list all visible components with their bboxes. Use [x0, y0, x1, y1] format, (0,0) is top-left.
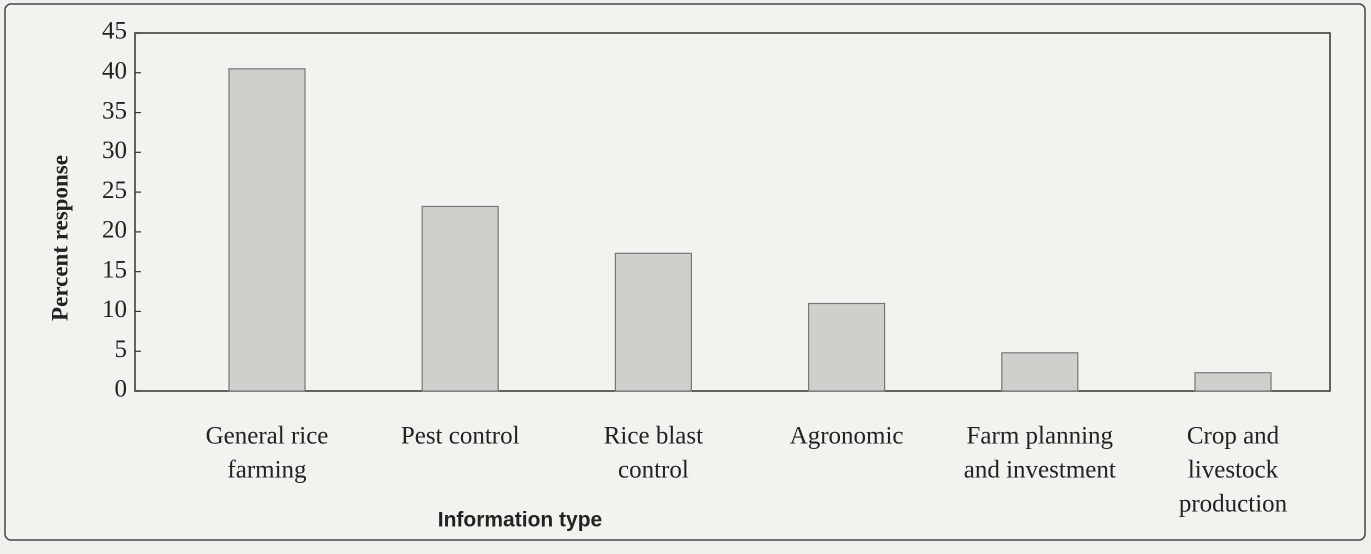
y-tick-label: 40 — [102, 58, 127, 85]
y-tick-label: 45 — [102, 18, 127, 45]
y-tick-label: 30 — [102, 137, 127, 164]
y-tick-label: 0 — [115, 376, 128, 403]
y-tick-label: 35 — [102, 97, 127, 124]
bar — [421, 205, 499, 392]
x-tick-label: farming — [227, 457, 307, 484]
y-tick-label: 20 — [102, 217, 127, 244]
x-tick-label: Rice blast — [604, 423, 703, 450]
bar — [807, 302, 886, 392]
x-tick-label: Pest control — [401, 423, 520, 450]
x-tick-label: control — [618, 457, 689, 484]
x-tick-label: General rice — [206, 423, 329, 450]
y-tick-label: 25 — [102, 177, 127, 204]
bar — [1194, 372, 1272, 392]
bar — [228, 68, 306, 392]
y-tick-label: 5 — [115, 336, 128, 363]
x-tick-label: Farm planning — [967, 423, 1114, 450]
y-axis-label: Percent response — [47, 155, 72, 321]
x-tick-label: and investment — [964, 457, 1116, 484]
y-tick-label: 10 — [102, 296, 127, 323]
x-axis-label: Information type — [438, 509, 603, 532]
x-tick-label: Crop and — [1187, 423, 1280, 450]
bar — [614, 252, 693, 392]
x-tick-label: production — [1179, 491, 1288, 518]
x-tick-label: Agronomic — [790, 423, 904, 450]
plot-area — [134, 32, 1331, 392]
bar — [1001, 352, 1079, 392]
y-tick-label: 15 — [102, 256, 127, 283]
x-tick-label: livestock — [1188, 457, 1279, 484]
